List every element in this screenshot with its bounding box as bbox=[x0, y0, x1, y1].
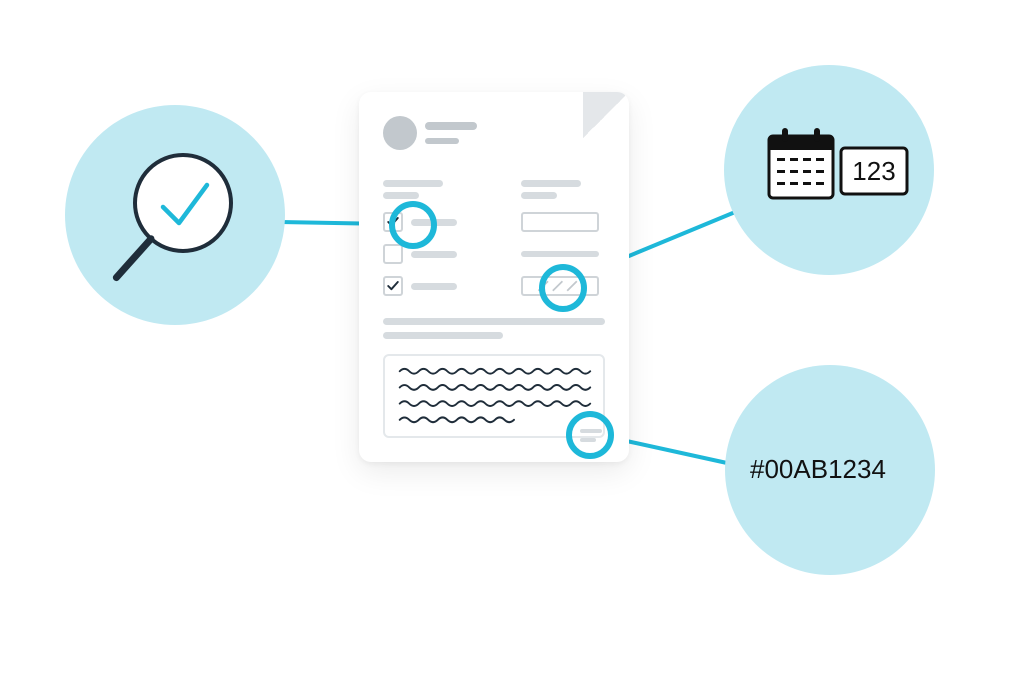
number-box-label: 123 bbox=[852, 156, 895, 186]
calendar-number-icon: 123 bbox=[769, 128, 907, 198]
infographic-stage: 123 #00AB1234 bbox=[0, 0, 1024, 679]
reference-code-label: #00AB1234 bbox=[750, 454, 886, 485]
magnifier-check-icon bbox=[116, 155, 231, 278]
callout-icons: 123 bbox=[0, 0, 1024, 679]
